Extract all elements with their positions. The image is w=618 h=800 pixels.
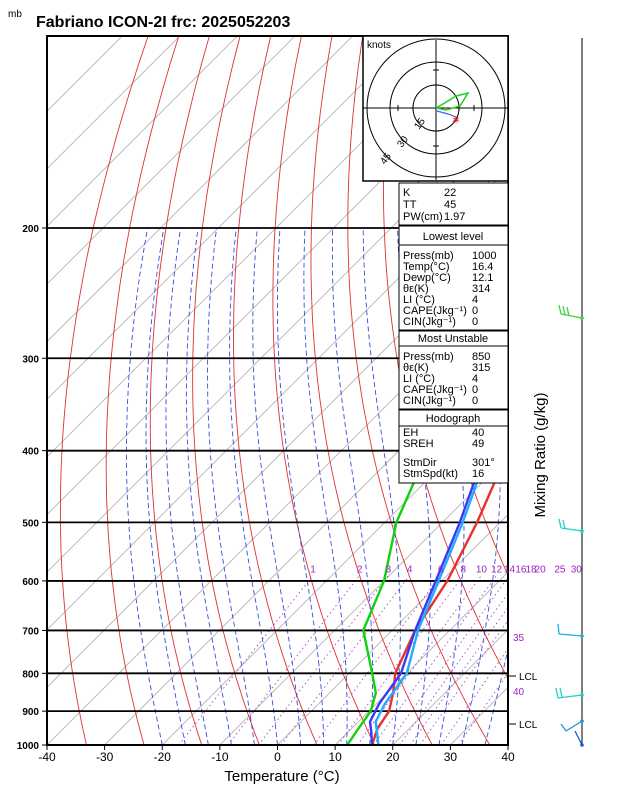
x-tick-label: -30 [96,750,114,764]
lowest-level-value: 16.4 [472,261,493,273]
x-tick-label: 10 [328,750,342,764]
lowest-level-value: 4 [472,294,478,306]
x-tick-label: 20 [386,750,400,764]
most-unstable-label: CIN(Jkg⁻¹) [403,395,456,407]
most-unstable-value: 315 [472,362,490,374]
mixing-ratio-tick: 16 [515,565,527,576]
series-parcel [368,374,508,745]
index-label: TT [403,199,417,211]
x-axis-label: Temperature (°C) [224,768,339,785]
most-unstable-label: θε(K) [403,362,429,374]
x-axis: -40 -30 -20 -10 0 10 20 30 40 [38,745,515,764]
lowest-level-value: 1000 [472,250,496,262]
most-unstable-label: Press(mb) [403,351,454,363]
mixing-ratio-tick: 30 [571,565,583,576]
lowest-level-value: 314 [472,283,490,295]
hodograph-label: StmSpd(kt) [403,468,458,480]
hodograph-unit: knots [367,40,391,51]
theta-e-label-35: 35 [513,633,525,644]
hodograph-label: SREH [403,438,434,450]
series-virtual [374,383,508,745]
x-tick-label: -40 [38,750,56,764]
mixing-ratio-tick: 2 [357,565,363,576]
theta-e-label-40: 40 [513,687,525,698]
x-tick-label: -10 [211,750,229,764]
y-tick-label: 700 [22,626,39,637]
y-tick-label: 200 [22,224,39,235]
wind-barbs [555,38,584,747]
lcl-label-lower: LCL [519,720,538,731]
mixing-ratio-tick: 10 [476,565,488,576]
hodograph-label: EH [403,427,418,439]
hodograph-value: 16 [472,468,484,480]
pressure-unit-label: mb [8,9,22,20]
x-tick-label: 40 [501,750,515,764]
lowest-level-label: CAPE(Jkg⁻¹) [403,305,467,317]
mixing-ratio-tick: 18 [525,565,537,576]
y-tick-label: 500 [22,518,39,529]
hodograph-label: StmDir [403,457,437,469]
most-unstable-value: 4 [472,373,478,385]
index-value: 45 [444,199,456,211]
hodograph-value: 40 [472,427,484,439]
barb-850 [555,687,583,699]
lowest-level-title: Lowest level [423,231,484,243]
barb-1000 [574,730,583,746]
most-unstable-label: LI (°C) [403,373,435,385]
mixing-ratio-tick: 25 [554,565,566,576]
index-label: PW(cm) [403,211,443,223]
x-tick-label: 0 [274,750,281,764]
mixing-ratio-tick: 8 [461,565,467,576]
index-value: 1.97 [444,211,465,223]
mixing-ratio-tick: 12 [491,565,503,576]
lowest-level-value: 0 [472,316,478,328]
hodograph-value: 301° [472,457,495,469]
y-tick-label: 600 [22,577,39,588]
barb-upper [558,304,583,319]
y-tick-label: 400 [22,447,39,458]
hodograph-title: Hodograph [426,413,480,425]
svg-text:✶: ✶ [451,113,461,127]
background-lines [47,36,508,745]
barb-500 [558,518,583,532]
lowest-level-label: θε(K) [403,283,429,295]
mixing-ratio-tick: 20 [535,565,547,576]
lowest-level-label: LI (°C) [403,294,435,306]
y-tick-label: 900 [22,707,39,718]
lcl-label-upper: LCL [519,672,538,683]
barb-925 [560,720,583,732]
x-tick-label: 30 [444,750,458,764]
y-tick-label: 800 [22,669,39,680]
lowest-level-label: Dewp(°C) [403,272,451,284]
index-label: K [403,187,411,199]
most-unstable-value: 850 [472,351,490,363]
mixing-ratio-tick: 3 [386,565,392,576]
chart-title: Fabriano ICON-2I frc: 2025052203 [36,14,290,31]
x-tick-label: -20 [154,750,172,764]
most-unstable-value: 0 [472,384,478,396]
lowest-level-label: CIN(Jkg⁻¹) [403,316,456,328]
mixing-ratio-tick: 6 [438,565,444,576]
mixing-ratio-tick: 1 [310,565,316,576]
lowest-level-value: 12.1 [472,272,493,284]
y-tick-label: 1000 [17,741,40,752]
y-axis: 1000 900 800 700 600 500 400 300 200 [17,224,47,752]
mixing-ratio-axis-label: Mixing Ratio (g/kg) [532,392,549,517]
most-unstable-value: 0 [472,395,478,407]
lowest-level-value: 0 [472,305,478,317]
lowest-level-label: Press(mb) [403,250,454,262]
barb-700 [557,623,583,637]
hodograph-value: 49 [472,438,484,450]
mixing-ratio-tick: 4 [407,565,413,576]
most-unstable-title: Most Unstable [418,333,488,345]
mixing-ratio-tick: 14 [504,565,516,576]
y-tick-label: 300 [22,354,39,365]
hodograph: knots 15 30 45 ✶ [362,35,509,182]
most-unstable-label: CAPE(Jkg⁻¹) [403,384,467,396]
lowest-level-label: Temp(°C) [403,261,450,273]
index-value: 22 [444,187,456,199]
